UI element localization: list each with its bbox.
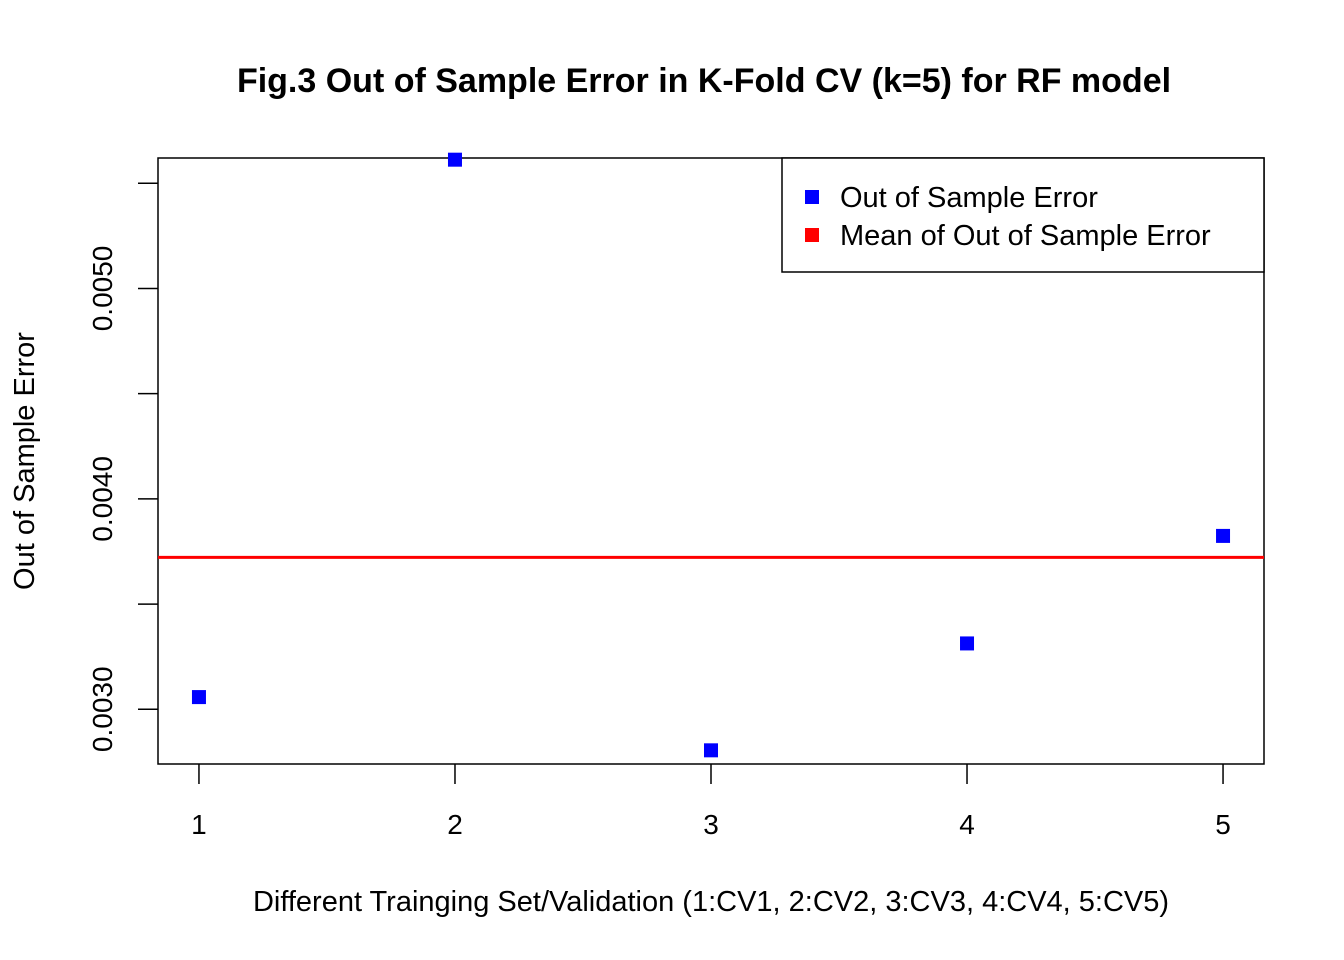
x-tick-label: 2	[447, 809, 463, 840]
x-axis: 1 2 3 4 5	[191, 764, 1231, 840]
data-point	[191, 690, 206, 705]
y-tick-label: 0.0030	[87, 666, 118, 752]
legend-label: Out of Sample Error	[840, 182, 1098, 214]
legend-label: Mean of Out of Sample Error	[840, 220, 1211, 252]
chart-title: Fig.3 Out of Sample Error in K-Fold CV (…	[237, 62, 1171, 100]
x-tick-label: 4	[959, 809, 975, 840]
legend-swatch	[805, 228, 819, 242]
legend: Out of Sample Error Mean of Out of Sample…	[781, 157, 1265, 273]
y-tick-label: 0.0040	[87, 456, 118, 542]
x-tick-label: 1	[191, 809, 207, 840]
x-tick-label: 5	[1215, 809, 1231, 840]
y-tick-label: 0.0050	[87, 246, 118, 332]
x-tick-label: 3	[703, 809, 719, 840]
data-points	[191, 152, 1231, 758]
y-axis: 0.0030 0.0040 0.0050	[87, 182, 158, 752]
data-point	[447, 152, 462, 167]
x-axis-label: Different Trainging Set/Validation (1:CV…	[253, 886, 1169, 918]
data-point	[960, 636, 975, 651]
data-point	[704, 743, 718, 758]
y-axis-label: Out of Sample Error	[9, 332, 41, 590]
data-point	[1216, 528, 1231, 543]
legend-box	[781, 157, 1265, 273]
legend-swatch	[805, 190, 819, 204]
